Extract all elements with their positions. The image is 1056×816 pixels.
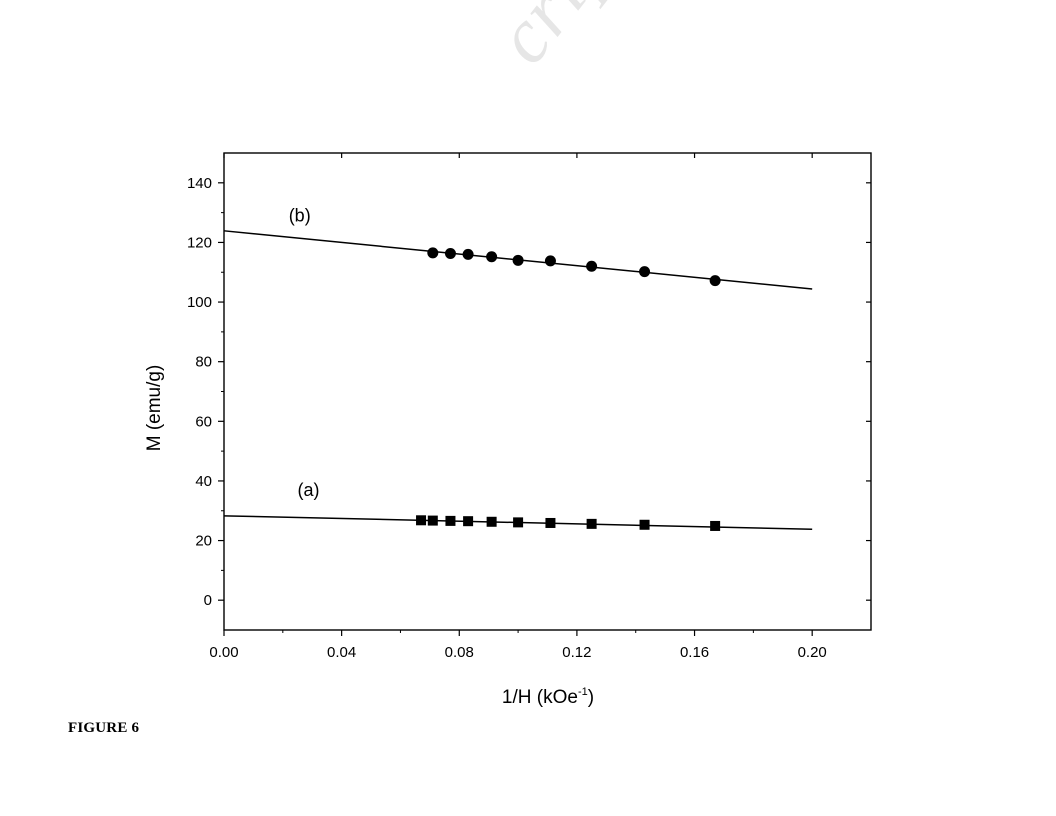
x-tick-label: 0.12 (562, 644, 591, 661)
data-point-a (463, 516, 474, 527)
y-tick-label: 120 (187, 234, 212, 251)
y-tick-label: 60 (195, 413, 212, 430)
data-point-b (512, 254, 524, 266)
data-point-b (544, 255, 556, 267)
labels-layer: M (emu/g) 1/H (kOe-1) (a) (b) (144, 206, 594, 708)
data-point-b (709, 275, 721, 287)
x-tick-label: 0.04 (327, 644, 356, 661)
data-point-b (639, 266, 651, 278)
data-point-a (639, 519, 650, 530)
data-point-a (513, 517, 524, 528)
x-axis-label-superscript: -1 (578, 686, 588, 698)
plot-frame (223, 152, 872, 631)
data-point-a (427, 515, 438, 526)
data-point-a (545, 517, 556, 528)
y-tick-label: 100 (187, 294, 212, 311)
y-axis-label: M (emu/g) (144, 365, 165, 452)
axes-layer: 0.00 0.04 0.08 0.12 0.16 0.20 0 20 40 60 80 100 120 1… (187, 152, 872, 661)
series-label-a: (a) (298, 480, 320, 500)
data-point-a (445, 515, 456, 526)
data-point-b (444, 247, 456, 259)
x-axis-label: 1/H (kOe-1) (502, 686, 594, 708)
x-tick-label: 0.16 (680, 644, 709, 661)
y-tick-label: 0 (204, 592, 212, 609)
data-point-a (486, 516, 497, 527)
x-axis-label-close: ) (588, 687, 594, 708)
y-tick-label: 140 (187, 175, 212, 192)
data-point-a (416, 515, 427, 526)
data-point-a (586, 518, 597, 529)
y-tick-label: 80 (195, 354, 212, 371)
series-label-b: (b) (289, 206, 311, 226)
y-tick-label: 20 (195, 533, 212, 550)
data-point-b (486, 251, 498, 263)
y-tick-label: 40 (195, 473, 212, 490)
data-point-a (710, 520, 721, 531)
data-point-b (427, 247, 439, 259)
x-tick-label: 0.00 (209, 644, 238, 661)
data-point-b (462, 248, 474, 260)
markers-layer (416, 247, 721, 531)
data-point-b (586, 260, 598, 272)
x-tick-label: 0.20 (798, 644, 827, 661)
x-tick-label: 0.08 (445, 644, 474, 661)
figure-caption: FIGURE 6 (68, 720, 140, 736)
x-axis-label-main: 1/H (kOe (502, 687, 578, 708)
